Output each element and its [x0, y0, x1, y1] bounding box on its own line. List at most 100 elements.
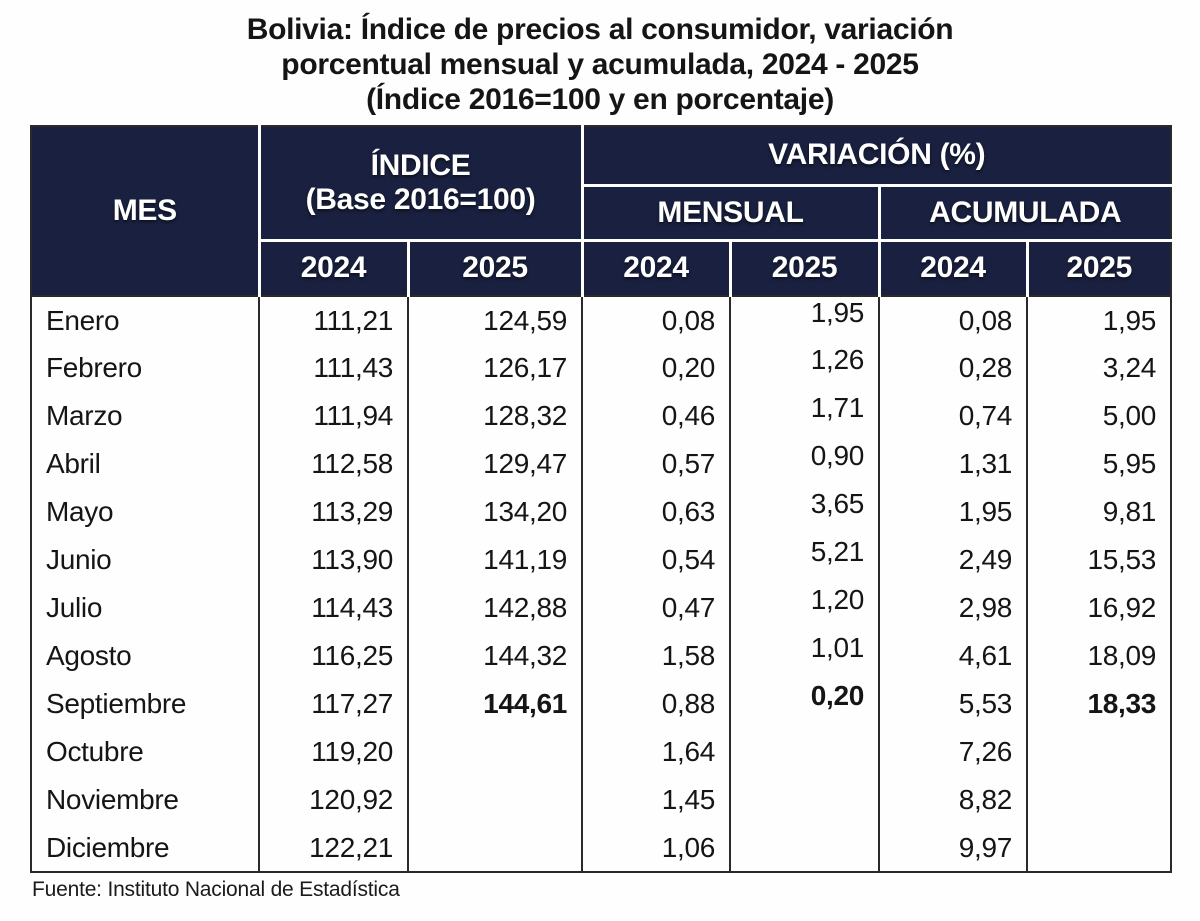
cell-mensual-2024: 1,06 — [581, 824, 732, 872]
cell-mensual-2025: 0,90 — [729, 440, 881, 488]
table-row-agosto: Agosto 116,25 144,32 1,58 1,01 4,61 18,0… — [31, 632, 1172, 680]
table-row-mayo: Mayo 113,29 134,20 0,63 3,65 1,95 9,81 — [31, 488, 1172, 536]
header-acumulada: ACUMULADA — [879, 185, 1172, 242]
cell-mensual-2025 — [729, 728, 881, 776]
cell-mes: Diciembre — [31, 824, 260, 872]
cell-indice-2024: 113,90 — [258, 536, 409, 584]
table-row-junio: Junio 113,90 141,19 0,54 5,21 2,49 15,53 — [31, 536, 1172, 584]
cell-mensual-2025: 1,95 — [729, 296, 881, 344]
cell-mensual-2025: 1,71 — [729, 392, 881, 440]
cell-indice-2025: 128,32 — [406, 392, 584, 440]
cell-mes: Marzo — [31, 392, 260, 440]
cell-mensual-2024: 0,20 — [581, 344, 732, 392]
cell-indice-2025: 129,47 — [406, 440, 584, 488]
title-line-1: Bolivia: Índice de precios al consumidor… — [246, 13, 954, 46]
cell-acumulada-2024: 2,98 — [878, 584, 1029, 632]
table-row-diciembre: Diciembre 122,21 1,06 9,97 — [31, 824, 1172, 872]
cell-indice-2024: 111,21 — [258, 296, 409, 344]
cell-mensual-2024: 0,57 — [581, 440, 732, 488]
year-header-mensual-2024: 2024 — [582, 240, 732, 296]
cell-mensual-2025-value: 3,65 — [810, 488, 865, 519]
table-header: MES ÍNDICE (Base 2016=100) VARIACIÓN (%)… — [31, 126, 1172, 296]
cell-mensual-2025: 0,20 — [729, 680, 881, 728]
table-row-febrero: Febrero 111,43 126,17 0,20 1,26 0,28 3,2… — [31, 344, 1172, 392]
cell-mensual-2025-value: 5,21 — [810, 536, 865, 567]
cell-mes: Agosto — [31, 632, 260, 680]
cell-indice-2025 — [406, 776, 584, 824]
year-header-indice-2024: 2024 — [259, 240, 410, 296]
cell-mensual-2025: 1,20 — [729, 584, 881, 632]
cell-indice-2024: 112,58 — [258, 440, 409, 488]
header-mes: MES — [31, 126, 261, 296]
cell-acumulada-2024: 1,95 — [878, 488, 1029, 536]
year-header-acumulada-2024: 2024 — [879, 240, 1029, 296]
cell-mensual-2025-value: 1,26 — [810, 344, 865, 375]
cell-indice-2024: 113,29 — [258, 488, 409, 536]
cell-acumulada-2024: 8,82 — [878, 776, 1029, 824]
header-mensual: MENSUAL — [582, 185, 881, 242]
cell-indice-2024: 111,43 — [258, 344, 409, 392]
cell-indice-2025: 141,19 — [406, 536, 584, 584]
cell-mensual-2024: 0,63 — [581, 488, 732, 536]
cell-mensual-2024: 0,88 — [581, 680, 732, 728]
table-row-noviembre: Noviembre 120,92 1,45 8,82 — [31, 776, 1172, 824]
cell-indice-2024: 114,43 — [258, 584, 409, 632]
title-line-2: porcentual mensual y acumulada, 2024 - 2… — [281, 48, 919, 81]
cell-mes: Febrero — [31, 344, 260, 392]
cell-mensual-2024: 0,46 — [581, 392, 732, 440]
header-indice-line2: (Base 2016=100) — [305, 182, 536, 216]
cell-mes: Octubre — [31, 728, 260, 776]
cell-mensual-2024: 0,47 — [581, 584, 732, 632]
cell-mes: Mayo — [31, 488, 260, 536]
cell-acumulada-2025: 15,53 — [1026, 536, 1172, 584]
cell-acumulada-2025: 18,33 — [1026, 680, 1172, 728]
cell-indice-2025: 144,32 — [406, 632, 584, 680]
cell-acumulada-2024: 9,97 — [878, 824, 1029, 872]
cell-acumulada-2024: 1,31 — [878, 440, 1029, 488]
cell-acumulada-2025: 3,24 — [1026, 344, 1172, 392]
header-indice-line1: ÍNDICE — [370, 148, 471, 182]
cell-indice-2024: 111,94 — [258, 392, 409, 440]
cell-mensual-2024: 0,08 — [581, 296, 732, 344]
cell-acumulada-2025: 5,00 — [1026, 392, 1172, 440]
cell-mensual-2025-value: 1,95 — [810, 296, 865, 328]
cell-indice-2025 — [406, 728, 584, 776]
cell-mensual-2025-value: 1,20 — [810, 584, 865, 615]
cell-acumulada-2025 — [1026, 824, 1172, 872]
cell-mes: Julio — [31, 584, 260, 632]
cell-acumulada-2025: 16,92 — [1026, 584, 1172, 632]
cell-acumulada-2024: 0,74 — [878, 392, 1029, 440]
cell-mensual-2025 — [729, 776, 881, 824]
cell-mensual-2025: 1,01 — [729, 632, 881, 680]
cell-mensual-2025: 1,26 — [729, 344, 881, 392]
cell-acumulada-2024: 0,28 — [878, 344, 1029, 392]
cell-indice-2024: 119,20 — [258, 728, 409, 776]
cell-mes: Noviembre — [31, 776, 260, 824]
cell-acumulada-2025: 18,09 — [1026, 632, 1172, 680]
header-indice: ÍNDICE (Base 2016=100) — [259, 126, 584, 242]
ipc-table: MES ÍNDICE (Base 2016=100) VARIACIÓN (%)… — [30, 125, 1173, 873]
cell-mensual-2025-value: 1,01 — [810, 632, 865, 663]
cell-acumulada-2024: 5,53 — [878, 680, 1029, 728]
cell-indice-2024: 122,21 — [258, 824, 409, 872]
cell-indice-2024: 116,25 — [258, 632, 409, 680]
cell-acumulada-2025: 9,81 — [1026, 488, 1172, 536]
cell-mes: Enero — [31, 296, 260, 344]
title-line-3: (Índice 2016=100 y en porcentaje) — [366, 83, 834, 116]
page: Bolivia: Índice de precios al consumidor… — [30, 13, 1173, 901]
cell-mensual-2025-value: 0,90 — [810, 440, 865, 471]
cell-indice-2025: 144,61 — [406, 680, 584, 728]
cell-indice-2024: 117,27 — [258, 680, 409, 728]
source-note: Fuente: Instituto Nacional de Estadístic… — [32, 878, 400, 901]
cell-mensual-2025-value: 1,71 — [810, 392, 865, 423]
table-row-julio: Julio 114,43 142,88 0,47 1,20 2,98 16,92 — [31, 584, 1172, 632]
cell-mes: Junio — [31, 536, 260, 584]
cell-acumulada-2024: 0,08 — [878, 296, 1029, 344]
cell-mensual-2024: 1,45 — [581, 776, 732, 824]
cell-acumulada-2025 — [1026, 728, 1172, 776]
cell-acumulada-2025: 1,95 — [1026, 296, 1172, 344]
year-header-indice-2025: 2025 — [408, 240, 584, 296]
cell-mes: Abril — [31, 440, 260, 488]
year-header-acumulada-2025: 2025 — [1027, 240, 1172, 296]
cell-indice-2025: 124,59 — [406, 296, 584, 344]
